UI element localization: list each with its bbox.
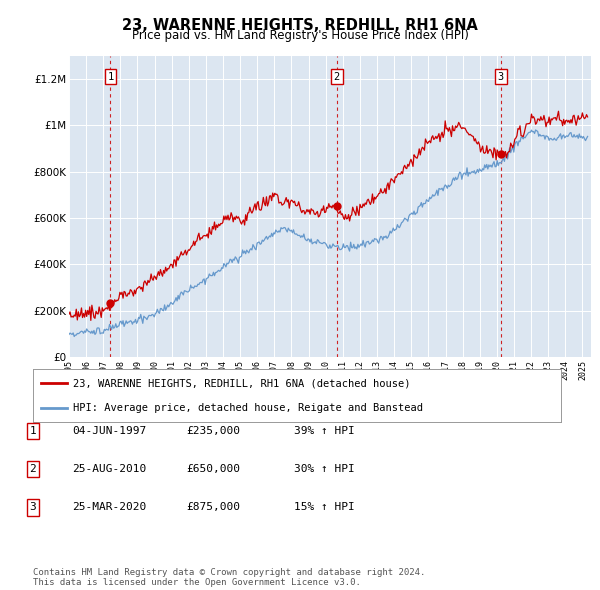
Text: £650,000: £650,000: [186, 464, 240, 474]
Text: Price paid vs. HM Land Registry's House Price Index (HPI): Price paid vs. HM Land Registry's House …: [131, 30, 469, 42]
Text: 1: 1: [107, 72, 113, 82]
Text: £875,000: £875,000: [186, 503, 240, 512]
Text: 3: 3: [497, 72, 504, 82]
Text: £235,000: £235,000: [186, 426, 240, 435]
Text: 23, WARENNE HEIGHTS, REDHILL, RH1 6NA (detached house): 23, WARENNE HEIGHTS, REDHILL, RH1 6NA (d…: [73, 378, 410, 388]
Text: 3: 3: [29, 503, 37, 512]
Text: 30% ↑ HPI: 30% ↑ HPI: [294, 464, 355, 474]
Text: 25-MAR-2020: 25-MAR-2020: [72, 503, 146, 512]
Text: 15% ↑ HPI: 15% ↑ HPI: [294, 503, 355, 512]
Text: 2: 2: [29, 464, 37, 474]
Text: 1: 1: [29, 426, 37, 435]
Text: 39% ↑ HPI: 39% ↑ HPI: [294, 426, 355, 435]
Text: 25-AUG-2010: 25-AUG-2010: [72, 464, 146, 474]
Text: 04-JUN-1997: 04-JUN-1997: [72, 426, 146, 435]
Text: HPI: Average price, detached house, Reigate and Banstead: HPI: Average price, detached house, Reig…: [73, 402, 422, 412]
Text: 23, WARENNE HEIGHTS, REDHILL, RH1 6NA: 23, WARENNE HEIGHTS, REDHILL, RH1 6NA: [122, 18, 478, 32]
Text: Contains HM Land Registry data © Crown copyright and database right 2024.
This d: Contains HM Land Registry data © Crown c…: [33, 568, 425, 587]
Text: 2: 2: [334, 72, 340, 82]
